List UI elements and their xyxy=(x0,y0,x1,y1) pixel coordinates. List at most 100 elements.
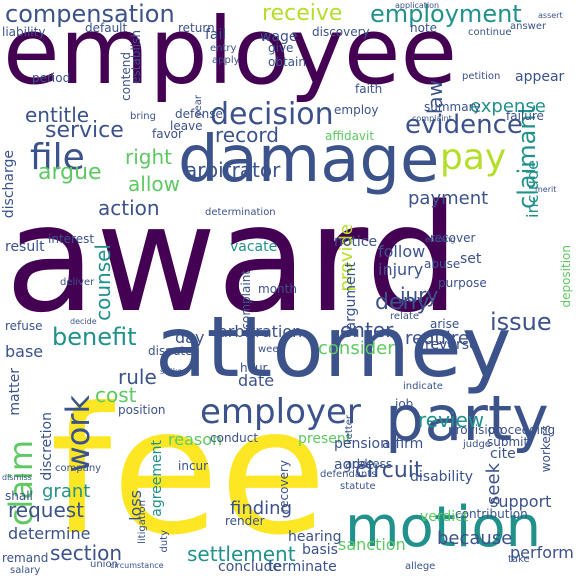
word-discovery: discovery xyxy=(312,25,370,39)
word-finding: finding xyxy=(230,498,293,519)
word-attorney: attorney xyxy=(155,298,512,396)
word-present: present xyxy=(298,431,352,447)
word-pension: pension xyxy=(334,436,389,452)
word-wage: wage xyxy=(260,29,298,45)
word-follow: follow xyxy=(378,242,426,261)
word-period: period xyxy=(32,71,71,85)
word-continue: continue xyxy=(468,27,512,38)
word-reason: reason xyxy=(168,430,223,449)
word-disability: disability xyxy=(410,469,473,485)
word-complaint-2: complaint xyxy=(412,114,452,123)
word-counsel: counsel xyxy=(91,244,115,321)
word-defendants: defendants xyxy=(320,469,377,480)
word-complaint: complaint xyxy=(239,270,253,330)
word-support: support xyxy=(490,492,552,511)
word-expense: expense xyxy=(470,96,546,117)
word-appear: appear xyxy=(515,69,565,85)
word-issue: issue xyxy=(490,308,552,336)
word-require: require xyxy=(405,328,469,349)
word-decision: decision xyxy=(210,97,334,132)
word-motion: motion xyxy=(345,495,542,560)
word-summary: summary xyxy=(424,100,481,114)
word-employer: employer xyxy=(200,392,361,432)
word-deposition: deposition xyxy=(559,245,573,308)
word-pay: pay xyxy=(440,137,507,178)
word-employee: employee xyxy=(3,0,458,105)
word-abuse: abuse xyxy=(424,257,461,271)
word-service: service xyxy=(45,118,124,143)
word-statute: statute xyxy=(340,481,376,492)
word-provision: provision xyxy=(448,423,503,437)
word-conduct: conduct xyxy=(210,431,259,445)
word-faith: faith xyxy=(355,82,383,96)
word-application: application xyxy=(395,1,440,10)
word-review: review xyxy=(418,408,485,432)
word-right: right xyxy=(125,145,172,169)
word-incur: incur xyxy=(178,459,209,473)
word-litigation: litigation xyxy=(137,500,148,544)
word-reverse: reverse xyxy=(425,337,478,353)
word-decide: decide xyxy=(70,317,97,326)
word-assert: assert xyxy=(538,11,563,20)
word-cite: cite xyxy=(490,446,516,462)
word-because: because xyxy=(437,528,513,549)
word-request: request xyxy=(8,498,85,522)
word-deliver: deliver xyxy=(60,277,95,288)
word-company: company xyxy=(55,463,102,474)
word-address: address xyxy=(345,457,393,471)
word-enter: enter xyxy=(340,318,394,342)
word-discretion: discretion xyxy=(39,412,55,481)
word-perform: perform xyxy=(510,543,574,562)
word-petition: petition xyxy=(462,71,501,82)
word-discharge: discharge xyxy=(1,150,17,219)
word-recovery: recovery xyxy=(277,460,291,513)
word-answer: answer xyxy=(510,21,547,32)
word-earning: earning xyxy=(425,235,456,244)
word-allow: allow xyxy=(128,172,180,196)
word-salary: salary xyxy=(10,565,41,576)
word-position: position xyxy=(118,403,166,417)
word-dispute: dispute xyxy=(148,344,193,358)
word-day: day xyxy=(175,328,205,347)
word-basis: basis xyxy=(302,542,338,558)
word-defense: defense xyxy=(175,107,223,121)
word-action: action xyxy=(98,196,160,220)
word-deny: deny xyxy=(375,290,430,315)
word-failure: failure xyxy=(506,109,544,123)
word-vacate: vacate xyxy=(230,239,278,255)
word-refuse: refuse xyxy=(5,319,43,333)
word-strike: strike xyxy=(160,367,183,376)
word-remand: remand xyxy=(2,551,49,565)
word-damage: damage xyxy=(178,123,440,197)
word-agree: agree xyxy=(334,457,375,473)
word-month: month xyxy=(258,282,297,296)
word-date: date xyxy=(238,371,275,390)
word-liability: liability xyxy=(2,25,46,39)
word-week: week xyxy=(258,344,285,355)
word-job: job xyxy=(395,397,414,411)
word-relate: relate xyxy=(390,311,420,322)
word-note: note xyxy=(410,21,438,35)
word-hour: hour xyxy=(240,361,268,375)
word-rule: rule xyxy=(118,365,157,389)
word-argue: argue xyxy=(38,160,102,185)
word-proceeding: proceeding xyxy=(488,423,556,437)
word-argument: argument xyxy=(343,262,359,331)
word-workers: workers xyxy=(539,425,553,473)
word-leave: leave xyxy=(170,119,203,133)
word-union: union xyxy=(90,559,118,570)
word-contend: contend xyxy=(119,52,133,101)
word-receive: receive xyxy=(262,1,343,26)
word-contribution: contribution xyxy=(455,507,528,521)
word-matter: matter xyxy=(7,368,23,416)
word-default: default xyxy=(85,21,128,35)
word-determination: determination xyxy=(205,207,276,218)
word-employment: employment xyxy=(370,0,522,28)
word-submit: submit xyxy=(487,435,529,449)
word-affidavit: affidavit xyxy=(325,129,375,143)
word-work: work xyxy=(59,395,97,473)
word-employ: employ xyxy=(334,103,379,117)
word-notice: notice xyxy=(334,234,378,250)
word-base: base xyxy=(5,342,44,361)
